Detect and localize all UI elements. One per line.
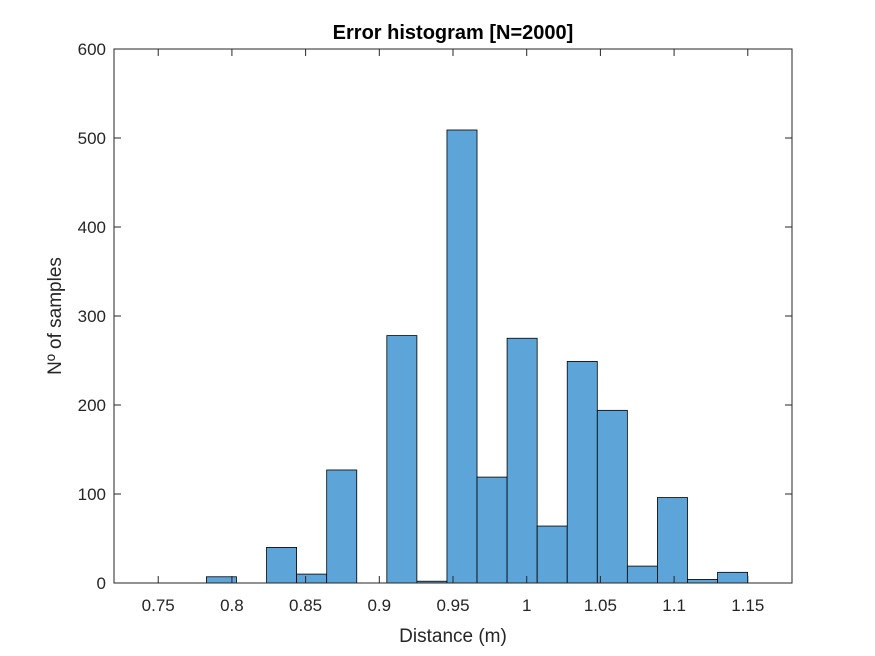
x-tick-label-5: 1 — [522, 596, 531, 615]
y-tick-label-6: 600 — [78, 40, 106, 59]
y-tick-label-1: 100 — [78, 485, 106, 504]
x-tick-label-7: 1.1 — [662, 596, 686, 615]
y-tick-label-3: 300 — [78, 307, 106, 326]
histogram-bar-8 — [506, 337, 538, 584]
y-axis-ticks: 0 100 200 300 400 500 600 — [78, 40, 792, 593]
x-tick-label-0: 0.75 — [142, 596, 175, 615]
histogram-bar-10 — [566, 360, 598, 584]
histogram-bar-3 — [326, 469, 358, 584]
y-tick-label-0: 0 — [97, 574, 106, 593]
y-tick-label-4: 400 — [78, 218, 106, 237]
histogram-bar-12 — [626, 565, 658, 584]
x-axis-label: Distance (m) — [399, 626, 507, 647]
histogram-bar-1 — [266, 547, 298, 584]
x-tick-label-6: 1.05 — [584, 596, 617, 615]
chart-title: Error histogram [N=2000] — [333, 22, 574, 44]
x-axis-ticks: 0.75 0.8 0.85 0.9 0.95 1 1.05 1.1 1.15 — [142, 49, 764, 615]
y-axis-label: Nº of samples — [45, 257, 66, 375]
histogram-bar-11 — [596, 409, 628, 584]
histogram-bar-4 — [386, 335, 418, 584]
x-tick-label-4: 0.95 — [436, 596, 469, 615]
bars-group — [206, 129, 749, 584]
histogram-bar-15 — [717, 571, 749, 584]
y-tick-label-5: 500 — [78, 129, 106, 148]
x-tick-label-1: 0.8 — [220, 596, 244, 615]
histogram-bar-13 — [657, 497, 688, 584]
histogram-bar-7 — [476, 476, 508, 584]
histogram-bar-9 — [536, 525, 568, 584]
histogram-bar-2 — [296, 573, 328, 584]
x-tick-label-8: 1.15 — [731, 596, 764, 615]
x-tick-label-3: 0.9 — [367, 596, 391, 615]
y-tick-label-2: 200 — [78, 396, 106, 415]
x-tick-label-2: 0.85 — [289, 596, 322, 615]
histogram-bar-6 — [446, 129, 478, 584]
histogram-bar-14 — [687, 579, 718, 584]
